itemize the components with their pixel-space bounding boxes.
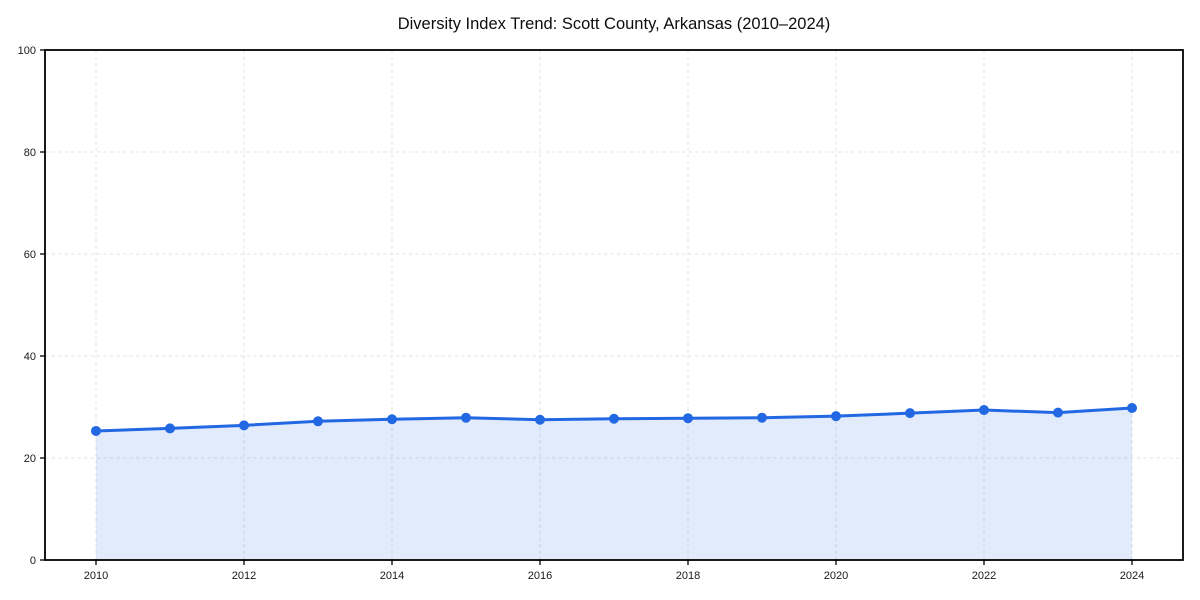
data-point	[387, 414, 397, 425]
data-point	[91, 425, 101, 436]
x-tick-label: 2022	[972, 570, 996, 582]
data-point	[905, 408, 915, 419]
data-point	[165, 423, 175, 434]
data-points	[91, 403, 1137, 436]
x-tick-label: 2012	[232, 570, 256, 582]
y-tick-label: 100	[18, 45, 36, 57]
data-point	[683, 413, 693, 424]
y-tick-label: 60	[24, 249, 36, 261]
data-point	[831, 411, 841, 422]
y-tick-label: 40	[24, 351, 36, 363]
data-point	[461, 412, 471, 423]
data-point	[1127, 403, 1137, 414]
chart-title: Diversity Index Trend: Scott County, Ark…	[398, 15, 831, 33]
data-point	[313, 416, 323, 427]
plot-frame	[44, 49, 1184, 561]
x-tick-label: 2018	[676, 570, 700, 582]
x-tick-label: 2014	[380, 570, 404, 582]
data-point	[757, 412, 767, 423]
y-tick-label: 80	[24, 147, 36, 159]
data-point	[609, 413, 619, 424]
area-fill	[96, 408, 1132, 560]
x-tick-label: 2024	[1120, 570, 1144, 582]
y-tick-label: 0	[30, 555, 36, 567]
data-point	[979, 405, 989, 416]
y-tick-label: 20	[24, 453, 36, 465]
x-tick-label: 2016	[528, 570, 552, 582]
data-point	[1053, 407, 1063, 418]
axes-frame	[40, 49, 1184, 565]
x-tick-label: 2010	[84, 570, 108, 582]
tick-labels: 2010 2012 2014 2016 2018 2020 2022 2024 0 20 40 60 8…	[18, 45, 1145, 582]
data-point	[239, 420, 249, 431]
x-tick-label: 2020	[824, 570, 848, 582]
data-point	[535, 414, 545, 425]
series-area	[96, 408, 1132, 560]
